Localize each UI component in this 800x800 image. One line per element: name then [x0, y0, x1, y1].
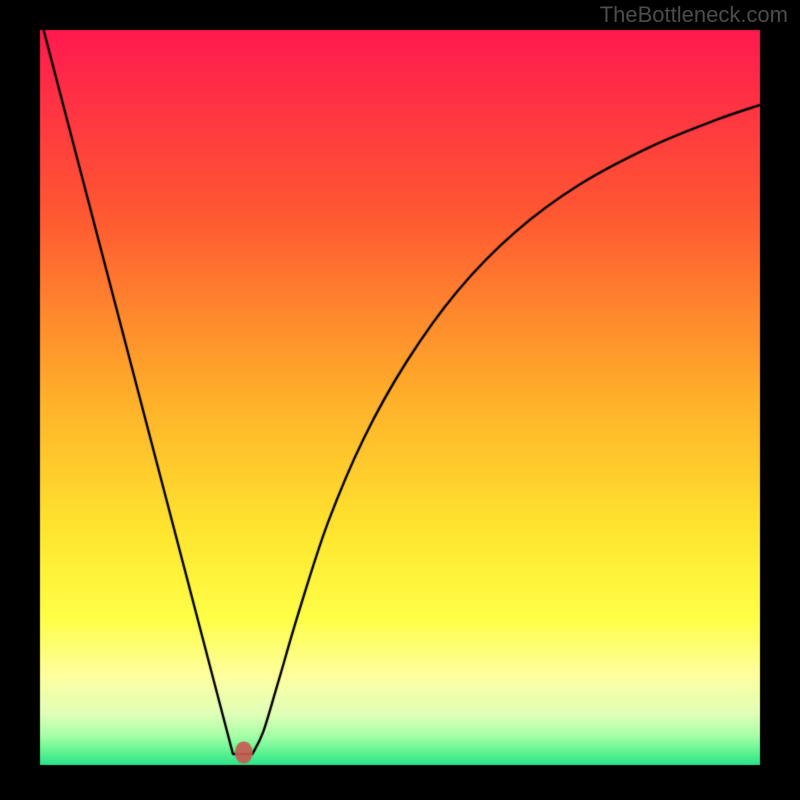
chart-container: TheBottleneck.com	[0, 0, 800, 800]
curve-canvas	[0, 0, 800, 800]
